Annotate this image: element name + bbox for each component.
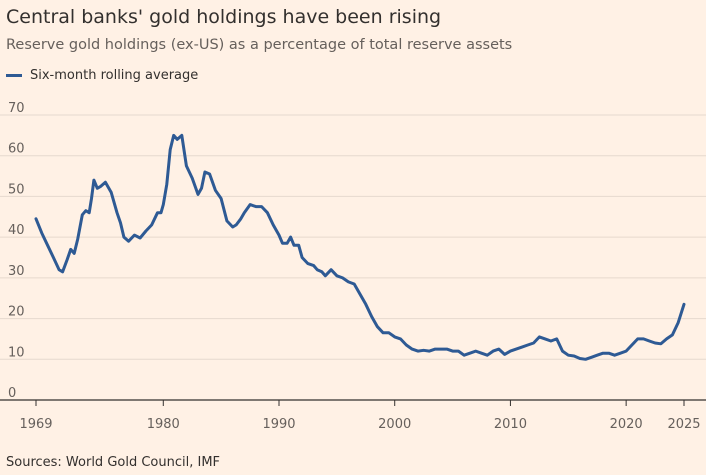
x-tick-label: 2000: [378, 417, 411, 432]
source-note: Sources: World Gold Council, IMF: [6, 455, 221, 470]
legend-swatch: [6, 74, 22, 77]
x-tick-label: 2025: [667, 417, 700, 432]
x-tick-label: 2010: [494, 417, 527, 432]
x-tick-label: 1980: [147, 417, 180, 432]
y-tick-label: 40: [8, 223, 25, 238]
chart-subtitle: Reserve gold holdings (ex-US) as a perce…: [6, 37, 513, 53]
x-tick-label: 1969: [19, 417, 52, 432]
y-tick-label: 30: [8, 264, 25, 279]
legend: Six-month rolling average: [6, 68, 198, 83]
y-tick-label: 0: [8, 386, 16, 401]
y-tick-label: 20: [8, 305, 25, 320]
series-line-six-month-rolling-average: [34, 133, 686, 361]
y-tick-label: 50: [8, 182, 25, 197]
chart-title: Central banks' gold holdings have been r…: [6, 6, 442, 28]
x-tick-label: 1990: [262, 417, 295, 432]
x-tick-label: 2020: [610, 417, 643, 432]
legend-label: Six-month rolling average: [30, 68, 199, 83]
y-tick-label: 10: [8, 345, 25, 360]
y-tick-label: 60: [8, 142, 25, 157]
y-tick-label: 70: [8, 101, 25, 116]
